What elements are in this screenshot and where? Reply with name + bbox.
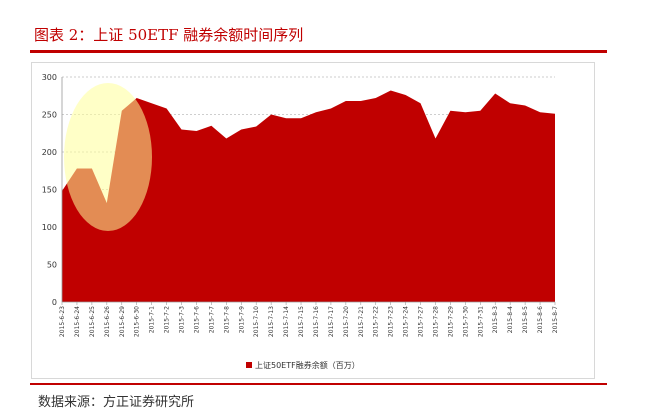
y-tick-label-6: 300 bbox=[42, 73, 57, 82]
legend-label: 上证50ETF融券余额（百万） bbox=[255, 360, 360, 370]
highlight-ellipse bbox=[64, 83, 152, 231]
x-tick-label-16: 2015-7-15 bbox=[298, 306, 305, 337]
x-tick-label-10: 2015-7-7 bbox=[208, 306, 215, 333]
x-tick-label-6: 2015-7-1 bbox=[149, 306, 156, 333]
x-tick-label-22: 2015-7-23 bbox=[388, 306, 395, 337]
x-tick-label-5: 2015-6-30 bbox=[134, 306, 141, 337]
x-tick-label-2: 2015-6-25 bbox=[89, 306, 96, 337]
y-tick-label-2: 100 bbox=[42, 223, 57, 232]
x-tick-label-26: 2015-7-29 bbox=[447, 306, 454, 337]
y-tick-label-3: 150 bbox=[42, 186, 57, 195]
x-tick-label-29: 2015-8-3 bbox=[492, 306, 499, 333]
source-divider bbox=[30, 383, 607, 385]
x-tick-label-14: 2015-7-13 bbox=[268, 306, 275, 337]
x-tick-label-32: 2015-8-6 bbox=[537, 306, 544, 333]
x-tick-label-0: 2015-6-23 bbox=[59, 306, 66, 337]
y-tick-label-5: 250 bbox=[42, 111, 57, 120]
title-divider bbox=[30, 50, 607, 53]
chart-title: 图表 2：上证 50ETF 融券余额时间序列 bbox=[34, 26, 304, 44]
x-tick-label-31: 2015-8-5 bbox=[522, 306, 529, 333]
y-tick-label-4: 200 bbox=[42, 148, 57, 157]
x-tick-label-12: 2015-7-9 bbox=[238, 306, 245, 333]
x-tick-label-25: 2015-7-28 bbox=[432, 306, 439, 337]
area-series-0 bbox=[62, 90, 555, 302]
y-tick-label-0: 0 bbox=[52, 298, 57, 307]
x-tick-label-20: 2015-7-21 bbox=[358, 306, 365, 337]
x-tick-label-15: 2015-7-14 bbox=[283, 306, 290, 337]
x-tick-label-27: 2015-7-30 bbox=[462, 306, 469, 337]
x-tick-label-23: 2015-7-24 bbox=[403, 306, 410, 337]
x-tick-label-19: 2015-7-20 bbox=[343, 306, 350, 337]
x-tick-label-21: 2015-7-22 bbox=[373, 306, 380, 337]
x-tick-label-4: 2015-6-29 bbox=[119, 306, 126, 337]
data-source: 数据来源：方正证券研究所 bbox=[38, 395, 195, 410]
x-tick-label-13: 2015-7-10 bbox=[253, 306, 260, 337]
x-tick-label-17: 2015-7-16 bbox=[313, 306, 320, 337]
x-tick-label-3: 2015-6-26 bbox=[104, 306, 111, 337]
x-tick-label-11: 2015-7-8 bbox=[223, 306, 230, 333]
x-tick-label-8: 2015-7-3 bbox=[179, 306, 186, 333]
x-tick-label-1: 2015-6-24 bbox=[74, 306, 81, 337]
legend-swatch bbox=[246, 362, 252, 368]
y-tick-label-1: 50 bbox=[47, 261, 57, 270]
x-tick-label-24: 2015-7-27 bbox=[418, 306, 425, 337]
x-tick-label-7: 2015-7-2 bbox=[164, 306, 171, 333]
x-tick-label-30: 2015-8-4 bbox=[507, 306, 514, 333]
x-tick-label-33: 2015-8-7 bbox=[552, 306, 559, 333]
x-tick-label-28: 2015-7-31 bbox=[477, 306, 484, 337]
x-tick-label-18: 2015-7-17 bbox=[328, 306, 335, 337]
x-tick-label-9: 2015-7-6 bbox=[193, 306, 200, 333]
